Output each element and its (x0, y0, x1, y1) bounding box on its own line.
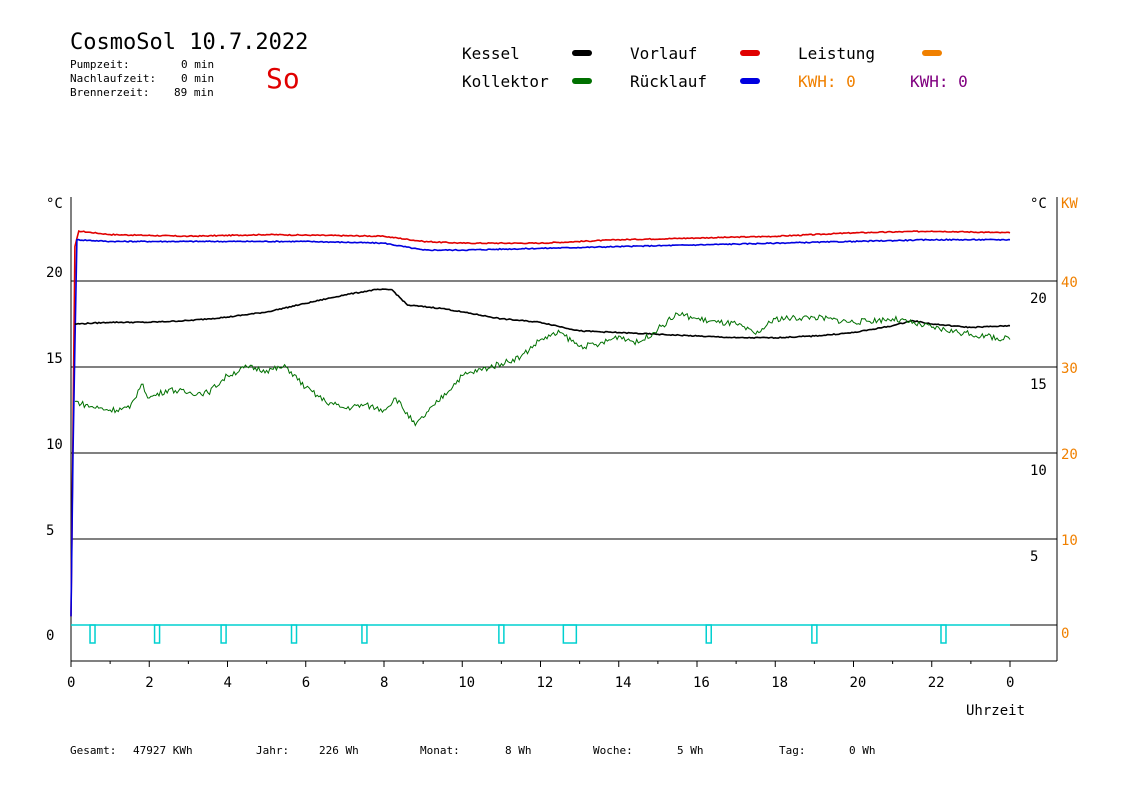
x-tick-label: 14 (615, 675, 632, 691)
footer-woche-label: Woche: (593, 744, 633, 757)
x-tick-label: 4 (224, 675, 232, 691)
legend-ruecklauf-swatch (740, 78, 760, 84)
y-right-unit-label: °C (1030, 196, 1047, 212)
pump-pulse (498, 624, 505, 644)
y-kw-tick-label: 0 (1061, 626, 1069, 642)
footer-jahr-label: Jahr: (256, 744, 290, 757)
x-tick-label: 8 (380, 675, 388, 691)
y-kw-tick-label: 40 (1061, 275, 1078, 291)
y-kw-tick-label: 30 (1061, 361, 1078, 377)
footer-monat-label: Monat: (420, 744, 460, 757)
x-tick-label: 2 (145, 675, 153, 691)
legend-kessel-swatch (572, 50, 592, 56)
legend-vorlauf-swatch (740, 50, 760, 56)
x-tick-label: 20 (850, 675, 867, 691)
kwh-orange-readout: KWH: 0 (798, 72, 856, 91)
stat-nachlaufzeit-value: 0 min (181, 72, 215, 85)
footer-tag-label: Tag: (779, 744, 806, 757)
series-line-kollektor (74, 311, 1011, 427)
footer-monat-value: 8 Wh (505, 744, 532, 757)
x-tick-label: 6 (302, 675, 310, 691)
y-right-tick-label: 10 (1030, 463, 1047, 479)
series-line-vorlauf (70, 230, 1011, 617)
x-tick-label: 12 (537, 675, 554, 691)
pump-pulse (562, 624, 578, 644)
stat-brennerzeit-value: 89 min (174, 86, 214, 99)
stat-pumpzeit-value: 0 min (181, 58, 215, 71)
pump-pulse (940, 624, 947, 644)
series-line-kessel (74, 288, 1011, 340)
legend-kessel-label: Kessel (462, 44, 520, 63)
chart-axes (70, 197, 1058, 667)
legend-ruecklauf-label: Rücklauf (630, 72, 708, 91)
page-title: CosmoSol 10.7.2022 (70, 30, 309, 55)
chart-series (70, 230, 1011, 617)
pump-pulse (705, 624, 712, 644)
footer-jahr-value: 226 Wh (319, 744, 359, 757)
x-tick-label: 0 (1006, 675, 1014, 691)
legend-kollektor-swatch (572, 78, 592, 84)
pump-pulse (153, 624, 161, 644)
series-line-ruecklauf (70, 238, 1011, 617)
legend-leistung-label: Leistung (798, 44, 876, 63)
y-right-tick-label: 5 (1030, 549, 1038, 565)
chart-grid (71, 280, 1057, 626)
y-kw-unit-label: KW (1061, 196, 1078, 212)
y-kw-tick-label: 20 (1061, 447, 1078, 463)
legend-leistung-swatch (922, 50, 942, 56)
x-tick-label: 10 (458, 675, 475, 691)
footer-gesamt-value: 47927 KWh (133, 744, 193, 757)
pump-pulse (89, 624, 96, 644)
y-right-tick-label: 15 (1030, 377, 1047, 393)
footer-woche-value: 5 Wh (677, 744, 704, 757)
y-left-tick-label: 20 (46, 265, 63, 281)
weekday-label: So (266, 62, 300, 95)
stat-pumpzeit-label: Pumpzeit: (70, 58, 130, 71)
y-left-tick-label: 5 (46, 523, 54, 539)
pump-pulse (290, 624, 298, 644)
y-left-tick-label: 10 (46, 437, 63, 453)
pump-pulse (220, 624, 227, 644)
x-tick-label: 22 (928, 675, 945, 691)
x-tick-label: 18 (771, 675, 788, 691)
y-left-unit-label: °C (46, 196, 63, 212)
chart-labels: 0 2 4 6 8 10 12 14 16 18 20 22 0 Uhrzeit 0 5 10 15 20 5 10 15… (46, 196, 1078, 719)
footer-tag-value: 0 Wh (849, 744, 876, 757)
legend-kollektor-label: Kollektor (462, 72, 549, 91)
stat-nachlaufzeit-label: Nachlaufzeit: (70, 72, 157, 85)
x-axis-label: Uhrzeit (966, 703, 1025, 719)
stat-brennerzeit-label: Brennerzeit: (70, 86, 150, 99)
y-kw-tick-label: 10 (1061, 533, 1078, 549)
pump-pulse (811, 624, 818, 644)
y-right-tick-label: 20 (1030, 291, 1047, 307)
pump-pulse (361, 624, 368, 644)
legend-vorlauf-label: Vorlauf (630, 44, 698, 63)
kwh-purple-readout: KWH: 0 (910, 72, 968, 91)
y-left-tick-label: 0 (46, 628, 54, 644)
x-tick-label: 0 (67, 675, 75, 691)
x-tick-label: 16 (693, 675, 710, 691)
pump-signal (71, 624, 1010, 644)
footer-gesamt-label: Gesamt: (70, 744, 117, 757)
y-left-tick-label: 15 (46, 351, 63, 367)
